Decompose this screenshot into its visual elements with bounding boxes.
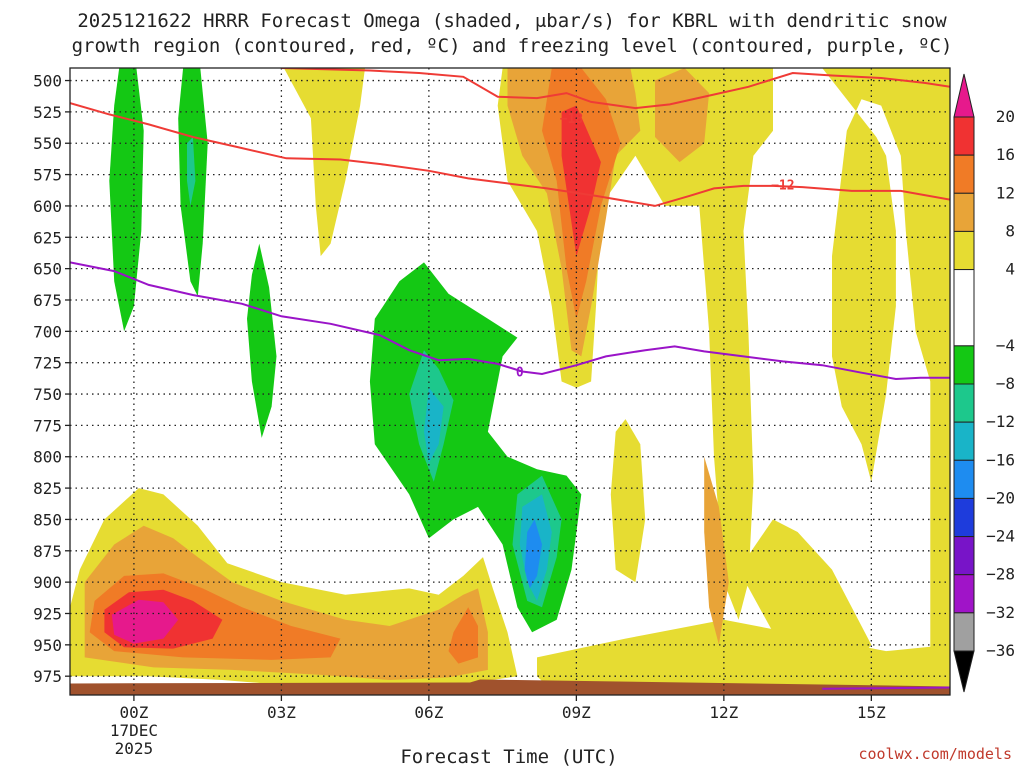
omega-region-18: [109, 68, 144, 332]
omega-region-2: [822, 68, 950, 695]
y-tick-label-900: 900: [33, 573, 62, 592]
colorbar-band-9: [953, 497, 975, 538]
dgz-contour-0: [70, 102, 950, 207]
colorbar: 20 16 12 8 4 −4 −8 −12 −16 −20 −24 −28 −32 −36: [953, 73, 1015, 693]
omega-region-14: [448, 607, 478, 664]
colorbar-label-8: −16: [986, 450, 1015, 469]
ground-surface: [70, 679, 950, 695]
y-tick-label-850: 850: [33, 510, 62, 529]
x-tick-label-12Z: 12Z: [709, 703, 738, 722]
y-tick-label-650: 650: [33, 260, 62, 279]
dgz-contour-1: [281, 68, 950, 110]
colorbar-label-4: 4: [1005, 260, 1015, 279]
omega-region-4: [738, 519, 872, 658]
y-tick-label-725: 725: [33, 354, 62, 373]
colorbar-label-10: −24: [986, 527, 1015, 546]
freezing-level-surface-segment: [822, 686, 950, 690]
omega-region-10: [704, 456, 729, 645]
colorbar-label-6: −8: [996, 374, 1015, 393]
colorbar-band-2: [953, 192, 975, 232]
omega-shading: [70, 68, 950, 695]
colorbar-label-11: −28: [986, 565, 1015, 584]
y-tick-label-950: 950: [33, 636, 62, 655]
omega-region-20: [247, 243, 277, 438]
colorbar-band-4: [953, 269, 975, 347]
x-tick-label-09Z: 09Z: [562, 703, 591, 722]
colorbar-band-12: [953, 612, 975, 652]
omega-region-22: [187, 137, 196, 206]
axes: 500 525 550 575 600 625 650 675 700 725 750 775 800 8…: [33, 67, 951, 722]
y-tick-label-875: 875: [33, 542, 62, 561]
colorbar-band-8: [953, 459, 975, 499]
plot-frame: [69, 67, 951, 696]
y-tick-label-625: 625: [33, 228, 62, 247]
omega-region-0: [283, 68, 365, 257]
chart-title-line-1: 2025121622 HRRR Forecast Omega (shaded, …: [77, 10, 947, 32]
colorbar-band-6: [953, 383, 975, 423]
y-tick-label-575: 575: [33, 166, 62, 185]
colorbar-band-11: [953, 574, 975, 614]
freezing-level-contour: [70, 261, 950, 381]
colorbar-label-9: −20: [986, 488, 1015, 507]
y-tick-label-500: 500: [33, 72, 62, 91]
date-label-year: 2025: [115, 739, 154, 758]
x-tick-label-15Z: 15Z: [857, 703, 886, 722]
omega-region-9: [655, 68, 710, 163]
y-tick-label-925: 925: [33, 604, 62, 623]
chart-title-line-2: growth region (contoured, red, ºC) and f…: [72, 35, 953, 57]
colorbar-label-1: 16: [996, 145, 1015, 164]
omega-region-17: [111, 599, 179, 644]
colorbar-label-13: −36: [986, 641, 1015, 660]
y-tick-label-525: 525: [33, 103, 62, 122]
colorbar-label-7: −12: [986, 412, 1015, 431]
colorbar-band-5: [953, 345, 975, 385]
date-label-day: 17DEC: [110, 721, 158, 740]
colorbar-band-1: [953, 154, 975, 194]
freezing-level-label: 0: [516, 365, 524, 380]
dgz-contour-label-1: −12: [771, 179, 794, 194]
colorbar-band-7: [953, 421, 975, 461]
y-tick-label-775: 775: [33, 416, 62, 435]
y-tick-label-750: 750: [33, 385, 62, 404]
colorbar-band-10: [953, 536, 975, 576]
colorbar-band-3: [953, 230, 975, 271]
colorbar-label-5: −4: [996, 336, 1015, 355]
colorbar-label-3: 8: [1005, 221, 1015, 240]
colorbar-band-0: [953, 116, 975, 156]
temperature-contours: −18 −12 0: [70, 68, 950, 690]
dgz-contour-label-0: −18: [560, 112, 584, 127]
x-tick-label-06Z: 06Z: [414, 703, 443, 722]
watermark: coolwx.com/models: [858, 745, 1012, 763]
colorbar-bottom-arrow: [953, 650, 975, 693]
y-tick-label-700: 700: [33, 322, 62, 341]
y-tick-label-800: 800: [33, 448, 62, 467]
y-tick-label-550: 550: [33, 134, 62, 153]
colorbar-label-2: 12: [996, 183, 1015, 202]
y-tick-label-975: 975: [33, 667, 62, 686]
omega-region-27: [524, 519, 542, 589]
omega-region-6: [610, 419, 646, 583]
x-tick-label-03Z: 03Z: [267, 703, 296, 722]
x-tick-label-00Z: 00Z: [119, 703, 148, 722]
colorbar-label-0: 20: [996, 107, 1015, 126]
y-tick-label-600: 600: [33, 197, 62, 216]
dotted-grid: [70, 68, 950, 695]
colorbar-label-12: −32: [986, 603, 1015, 622]
colorbar-top-arrow: [953, 73, 975, 118]
x-axis-label: Forecast Time (UTC): [400, 746, 617, 768]
y-tick-label-675: 675: [33, 291, 62, 310]
y-tick-label-825: 825: [33, 479, 62, 498]
